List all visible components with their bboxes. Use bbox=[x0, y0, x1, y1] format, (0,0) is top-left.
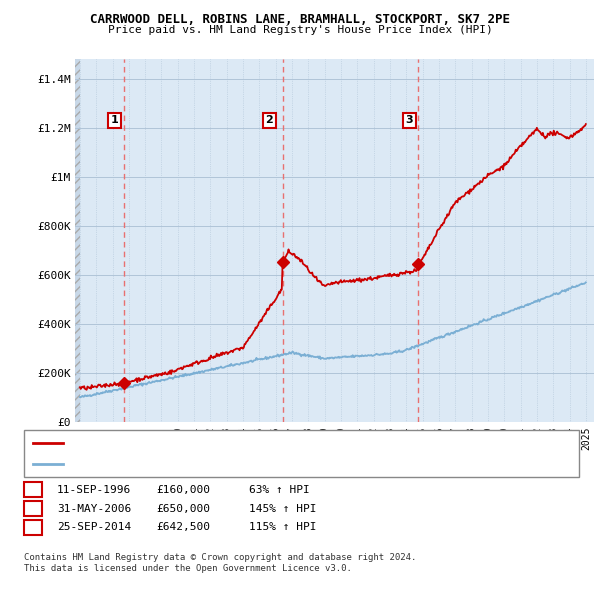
Text: CARRWOOD DELL, ROBINS LANE, BRAMHALL, STOCKPORT, SK7 2PE (detached house): CARRWOOD DELL, ROBINS LANE, BRAMHALL, ST… bbox=[69, 438, 498, 448]
Text: CARRWOOD DELL, ROBINS LANE, BRAMHALL, STOCKPORT, SK7 2PE: CARRWOOD DELL, ROBINS LANE, BRAMHALL, ST… bbox=[90, 13, 510, 26]
Text: 1: 1 bbox=[29, 485, 37, 494]
Text: 25-SEP-2014: 25-SEP-2014 bbox=[57, 523, 131, 532]
Text: HPI: Average price, detached house, Stockport: HPI: Average price, detached house, Stoc… bbox=[69, 458, 334, 468]
Text: 115% ↑ HPI: 115% ↑ HPI bbox=[249, 523, 317, 532]
Text: 3: 3 bbox=[29, 523, 37, 532]
Text: 2: 2 bbox=[265, 115, 273, 125]
Text: 31-MAY-2006: 31-MAY-2006 bbox=[57, 504, 131, 513]
Text: Price paid vs. HM Land Registry's House Price Index (HPI): Price paid vs. HM Land Registry's House … bbox=[107, 25, 493, 35]
Text: 145% ↑ HPI: 145% ↑ HPI bbox=[249, 504, 317, 513]
Text: 11-SEP-1996: 11-SEP-1996 bbox=[57, 485, 131, 494]
Text: £642,500: £642,500 bbox=[156, 523, 210, 532]
Text: £160,000: £160,000 bbox=[156, 485, 210, 494]
Text: Contains HM Land Registry data © Crown copyright and database right 2024.
This d: Contains HM Land Registry data © Crown c… bbox=[24, 553, 416, 573]
Text: 63% ↑ HPI: 63% ↑ HPI bbox=[249, 485, 310, 494]
Text: £650,000: £650,000 bbox=[156, 504, 210, 513]
Text: 1: 1 bbox=[110, 115, 118, 125]
Text: 3: 3 bbox=[406, 115, 413, 125]
Bar bbox=[75, 59, 80, 422]
Text: 2: 2 bbox=[29, 504, 37, 513]
